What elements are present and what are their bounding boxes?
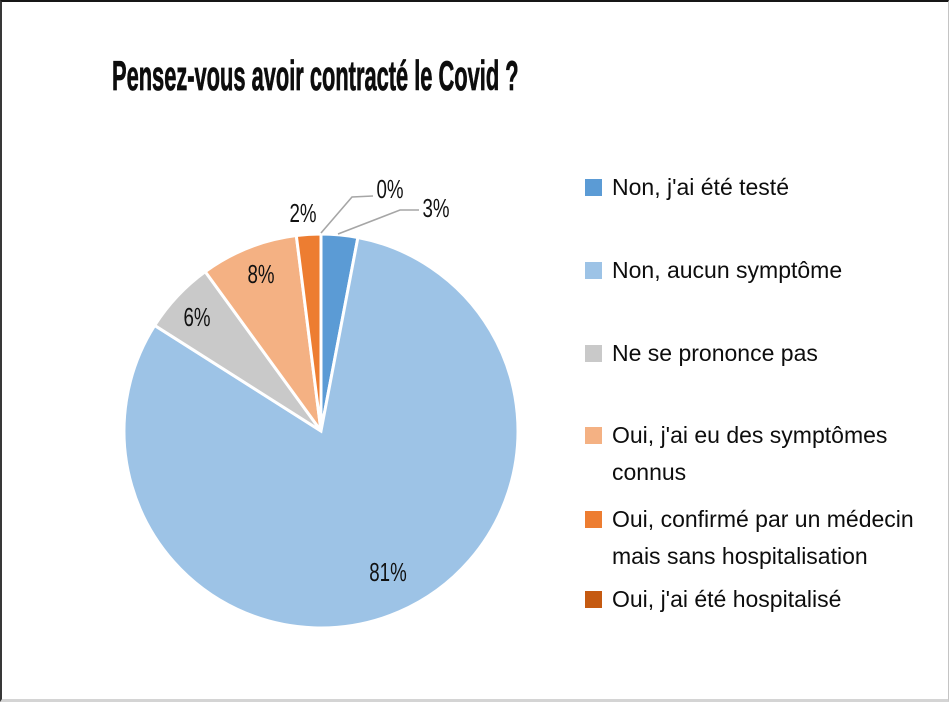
leader-line-5 [320, 195, 374, 234]
legend-item-0: Non, j'ai été testé [585, 169, 789, 206]
legend-item-5: Oui, j'ai été hospitalisé [585, 581, 841, 618]
pie-slice-4 [294, 232, 323, 432]
legend-item-4: Oui, confirmé par un médecin mais sans h… [585, 501, 914, 575]
data-label-0: 3% [422, 193, 449, 223]
legend-label-3: Oui, j'ai eu des symptômes connus [612, 422, 888, 485]
legend-label-2: Ne se prononce pas [612, 340, 818, 366]
legend-label-0: Non, j'ai été testé [612, 174, 789, 200]
legend-swatch-2 [585, 345, 602, 362]
legend-item-2: Ne se prononce pas [585, 335, 818, 372]
data-label-1: 81% [369, 557, 406, 587]
legend-label-5: Oui, j'ai été hospitalisé [612, 586, 842, 612]
pie-slice-3 [203, 233, 323, 432]
legend-swatch-4 [585, 511, 602, 528]
legend-label-1: Non, aucun symptôme [612, 257, 843, 283]
legend: Non, j'ai été testé Non, aucun symptôme Ne… [585, 2, 948, 699]
leader-line-0 [337, 209, 419, 235]
data-label-5: 0% [376, 174, 403, 204]
legend-swatch-3 [585, 427, 602, 444]
legend-item-3: Oui, j'ai eu des symptômes connus [585, 417, 887, 491]
data-label-2: 6% [183, 302, 210, 332]
data-label-3: 8% [247, 259, 274, 289]
legend-item-1: Non, aucun symptôme [585, 252, 842, 289]
legend-swatch-0 [585, 179, 602, 196]
data-label-4: 2% [289, 198, 316, 228]
legend-swatch-1 [585, 262, 602, 279]
chart-title: Pensez-vous avoir contracté le Covid ? [112, 52, 519, 100]
legend-swatch-5 [585, 591, 602, 608]
legend-label-4: Oui, confirmé par un médecin mais sans h… [612, 506, 914, 569]
pie-slice-1 [122, 235, 520, 630]
